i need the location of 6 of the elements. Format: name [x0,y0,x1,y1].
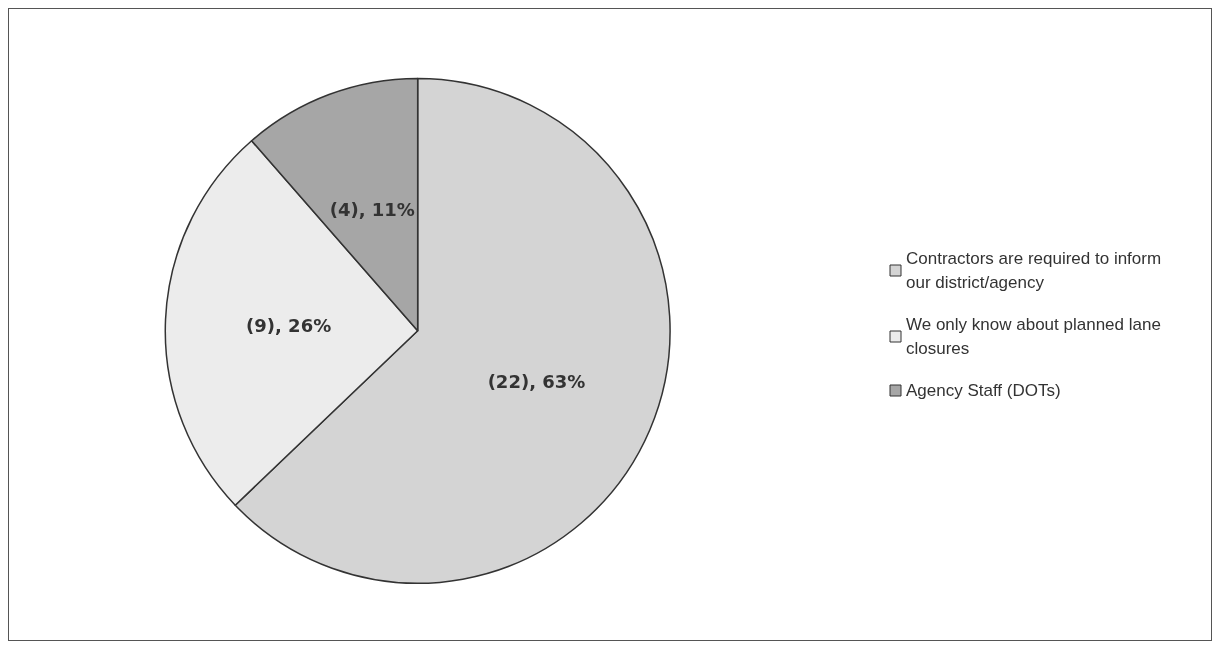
legend-label: Agency Staff (DOTs) [906,381,1061,400]
data-label: (22), 63% [487,371,586,393]
data-label: (4), 11% [329,199,415,221]
legend-label: We only know about planned lane closures [906,315,1166,358]
legend-label: Contractors are required to inform our district/agency [906,249,1166,292]
data-label: (9), 26% [246,314,332,336]
